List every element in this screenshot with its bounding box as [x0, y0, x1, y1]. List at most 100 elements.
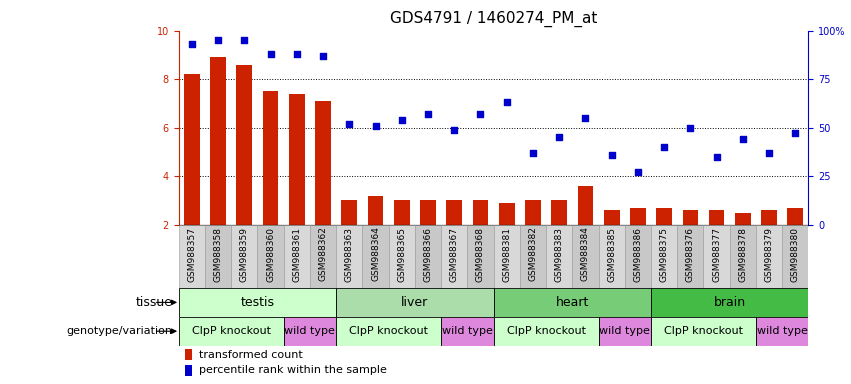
Text: GSM988378: GSM988378: [739, 227, 747, 281]
Text: wild type: wild type: [757, 326, 808, 336]
Bar: [782, 225, 808, 288]
Bar: [598, 317, 651, 346]
Point: [500, 99, 513, 106]
Bar: [704, 225, 729, 288]
Bar: [363, 225, 389, 288]
Text: testis: testis: [241, 296, 274, 309]
Point: [185, 41, 198, 47]
Bar: [494, 317, 598, 346]
Bar: [467, 225, 494, 288]
Bar: [709, 210, 724, 225]
Bar: [756, 317, 808, 346]
Bar: [603, 210, 620, 225]
Text: genotype/variation: genotype/variation: [66, 326, 173, 336]
Text: GSM988366: GSM988366: [424, 227, 432, 281]
Bar: [446, 200, 462, 225]
Text: ClpP knockout: ClpP knockout: [349, 326, 428, 336]
Bar: [179, 225, 205, 288]
Text: GSM988362: GSM988362: [318, 227, 328, 281]
Text: wild type: wild type: [284, 326, 335, 336]
Bar: [630, 208, 646, 225]
Point: [631, 169, 645, 175]
Point: [736, 136, 750, 142]
Text: GSM988377: GSM988377: [712, 227, 721, 281]
Text: GSM988360: GSM988360: [266, 227, 275, 281]
Bar: [651, 288, 808, 317]
Bar: [185, 365, 191, 376]
Bar: [656, 208, 672, 225]
Bar: [184, 74, 200, 225]
Point: [290, 51, 304, 57]
Bar: [389, 225, 415, 288]
Text: GSM988375: GSM988375: [660, 227, 669, 281]
Bar: [394, 200, 409, 225]
Bar: [336, 225, 363, 288]
Point: [762, 150, 776, 156]
Bar: [414, 225, 441, 288]
Text: GSM988385: GSM988385: [607, 227, 616, 281]
Bar: [283, 225, 310, 288]
Point: [342, 121, 356, 127]
Text: ClpP knockout: ClpP knockout: [664, 326, 743, 336]
Bar: [546, 225, 572, 288]
Text: brain: brain: [714, 296, 745, 309]
Text: GSM988361: GSM988361: [292, 227, 301, 281]
Point: [211, 37, 225, 43]
Point: [526, 150, 540, 156]
Bar: [336, 288, 494, 317]
Text: liver: liver: [401, 296, 429, 309]
Point: [710, 154, 723, 160]
Bar: [257, 225, 283, 288]
Bar: [179, 288, 336, 317]
Bar: [625, 225, 651, 288]
Bar: [231, 225, 257, 288]
Text: wild type: wild type: [599, 326, 650, 336]
Text: GSM988386: GSM988386: [633, 227, 643, 281]
Text: GSM988368: GSM988368: [476, 227, 485, 281]
Text: GSM988380: GSM988380: [791, 227, 800, 281]
Bar: [735, 212, 751, 225]
Text: GSM988359: GSM988359: [240, 227, 248, 281]
Bar: [315, 101, 331, 225]
Text: GSM988381: GSM988381: [502, 227, 511, 281]
Bar: [730, 225, 756, 288]
Point: [237, 37, 251, 43]
Bar: [179, 317, 283, 346]
Bar: [237, 65, 252, 225]
Bar: [283, 317, 336, 346]
Bar: [368, 195, 383, 225]
Bar: [651, 225, 677, 288]
Point: [657, 144, 671, 150]
Bar: [787, 208, 803, 225]
Bar: [677, 225, 704, 288]
Text: transformed count: transformed count: [199, 349, 303, 359]
Bar: [210, 57, 226, 225]
Bar: [494, 288, 651, 317]
Point: [421, 111, 435, 117]
Bar: [525, 200, 541, 225]
Point: [317, 53, 330, 59]
Bar: [341, 200, 357, 225]
Title: GDS4791 / 1460274_PM_at: GDS4791 / 1460274_PM_at: [390, 10, 597, 26]
Bar: [185, 349, 191, 360]
Text: GSM988379: GSM988379: [764, 227, 774, 281]
Text: GSM988382: GSM988382: [528, 227, 538, 281]
Text: GSM988384: GSM988384: [581, 227, 590, 281]
Text: GSM988376: GSM988376: [686, 227, 695, 281]
Point: [789, 131, 802, 137]
Text: heart: heart: [556, 296, 589, 309]
Bar: [572, 225, 598, 288]
Point: [605, 152, 619, 158]
Bar: [683, 210, 698, 225]
Text: GSM988367: GSM988367: [449, 227, 459, 281]
Text: GSM988363: GSM988363: [345, 227, 354, 281]
Point: [683, 124, 697, 131]
Point: [579, 115, 592, 121]
Bar: [205, 225, 231, 288]
Point: [395, 117, 408, 123]
Bar: [263, 91, 278, 225]
Bar: [336, 317, 441, 346]
Text: ClpP knockout: ClpP knockout: [506, 326, 585, 336]
Text: wild type: wild type: [442, 326, 493, 336]
Bar: [761, 210, 777, 225]
